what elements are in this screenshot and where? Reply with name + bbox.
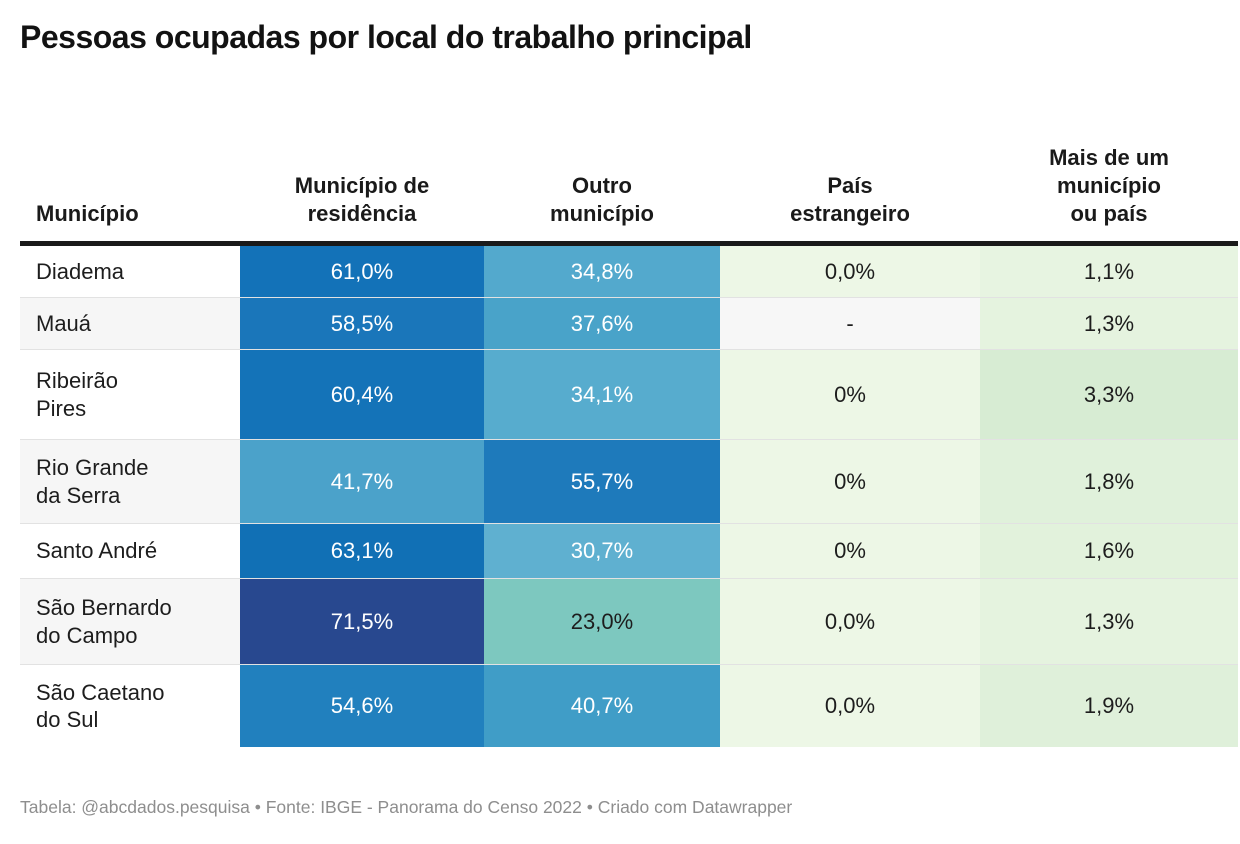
heatmap-cell: 1,6% [980, 524, 1238, 580]
heatmap-cell: 34,1% [484, 350, 720, 441]
heatmap-cell: 30,7% [484, 524, 720, 580]
heatmap-cell: 1,3% [980, 298, 1238, 351]
heatmap-cell: 63,1% [240, 524, 484, 580]
heatmap-cell: 0% [720, 350, 980, 441]
heatmap-cell: 0,0% [720, 665, 980, 748]
heatmap-cell: 54,6% [240, 665, 484, 748]
row-name: Ribeirão Pires [20, 350, 240, 441]
heatmap-cell: 0,0% [720, 246, 980, 299]
page: Pessoas ocupadas por local do trabalho p… [0, 16, 1240, 818]
column-header-pais-estrangeiro: País estrangeiro [720, 59, 980, 247]
heatmap-cell: - [720, 298, 980, 351]
row-name: Santo André [20, 524, 240, 580]
heatmap-cell: 0,0% [720, 579, 980, 666]
heatmap-cell: 40,7% [484, 665, 720, 748]
heatmap-cell: 1,9% [980, 665, 1238, 748]
row-name: Mauá [20, 298, 240, 351]
heatmap-cell: 61,0% [240, 246, 484, 299]
heatmap-cell: 71,5% [240, 579, 484, 666]
heatmap-cell: 3,3% [980, 350, 1238, 441]
heatmap-cell: 34,8% [484, 246, 720, 299]
column-header-outro-municipio: Outro município [484, 59, 720, 247]
data-table: Município Município de residência Outro … [20, 59, 1238, 748]
heatmap-cell: 55,7% [484, 440, 720, 525]
column-header-municipio-residencia: Município de residência [240, 59, 484, 247]
attribution-footer: Tabela: @abcdados.pesquisa • Fonte: IBGE… [20, 797, 793, 818]
heatmap-cell: 0% [720, 440, 980, 525]
row-name: Rio Grande da Serra [20, 440, 240, 525]
heatmap-cell: 37,6% [484, 298, 720, 351]
heatmap-cell: 1,8% [980, 440, 1238, 525]
heatmap-cell: 58,5% [240, 298, 484, 351]
row-name: São Caetano do Sul [20, 665, 240, 748]
heatmap-cell: 1,1% [980, 246, 1238, 299]
heatmap-cell: 41,7% [240, 440, 484, 525]
column-header-mais-de-um: Mais de um município ou país [980, 59, 1238, 247]
heatmap-cell: 1,3% [980, 579, 1238, 666]
chart-title: Pessoas ocupadas por local do trabalho p… [20, 19, 752, 55]
heatmap-cell: 0% [720, 524, 980, 580]
row-name: São Bernardo do Campo [20, 579, 240, 666]
heatmap-cell: 60,4% [240, 350, 484, 441]
heatmap-cell: 23,0% [484, 579, 720, 666]
row-name: Diadema [20, 246, 240, 299]
column-header-municipio: Município [20, 59, 240, 247]
